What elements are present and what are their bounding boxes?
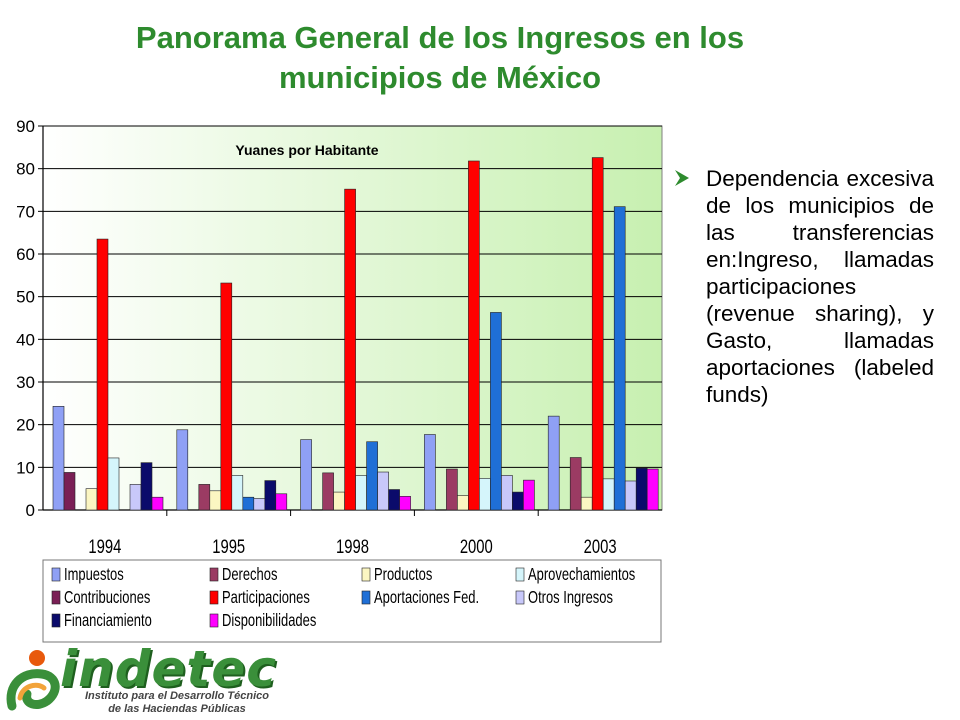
- y-tick-label: 0: [26, 501, 35, 520]
- bar-otros-ingresos-1995: [253, 498, 266, 511]
- logo-subtitle: Instituto para el Desarrollo Técnico de …: [62, 690, 292, 716]
- legend-label: Impuestos: [64, 565, 124, 585]
- logo-subtitle-line-1: Instituto para el Desarrollo Técnico: [85, 690, 269, 702]
- arrow-bullet-icon: [675, 170, 689, 186]
- x-tick-label: 1995: [212, 536, 245, 557]
- legend-label: Participaciones: [222, 588, 310, 608]
- bar-participaciones-2000: [468, 160, 480, 511]
- slide-title-line-2: municipios de México: [278, 60, 602, 95]
- bar-productos-1995: [209, 490, 222, 511]
- bar-aportaciones-fed--2003: [613, 206, 626, 511]
- bar-aprovechamientos-1995: [231, 475, 244, 511]
- bar-otros-ingresos-1998: [377, 471, 389, 511]
- bar-participaciones-2003: [591, 157, 604, 511]
- bar-aprovechamientos-2000: [479, 478, 491, 511]
- revenue-bar-chart: 0 10 20 30 40 50 60 70 80 90 Yuanes por Habitante 1…: [16, 117, 663, 643]
- bar-derechos-2003: [569, 457, 582, 511]
- bar-impuestos-1998: [300, 439, 312, 511]
- logo-subtitle-line-2: de las Haciendas Públicas: [108, 703, 246, 715]
- bar-impuestos-2003: [547, 415, 560, 511]
- legend-swatch: [515, 590, 525, 605]
- x-tick-label: 2000: [460, 536, 493, 557]
- bar-aprovechamientos-1998: [355, 475, 367, 511]
- x-tick-label: 1998: [336, 536, 369, 557]
- bar-aportaciones-fed--2000: [490, 312, 502, 511]
- bar-disponibilidades-2003: [646, 468, 659, 511]
- legend-swatch: [515, 567, 525, 582]
- bar-participaciones-1995: [220, 282, 233, 511]
- legend-label: Productos: [374, 565, 432, 585]
- bar-derechos-1998: [322, 472, 334, 511]
- legend-label: Contribuciones: [64, 588, 151, 608]
- bar-financiamiento-2003: [635, 467, 648, 511]
- bar-financiamiento-1994: [140, 462, 153, 511]
- legend-label: Aportaciones Fed.: [374, 588, 479, 608]
- bar-financiamiento-1995: [264, 480, 277, 511]
- bar-disponibilidades-1995: [275, 493, 288, 511]
- bar-contribuciones-1994: [63, 472, 76, 511]
- y-tick-label: 70: [16, 202, 35, 221]
- bar-impuestos-1995: [176, 429, 189, 511]
- bar-participaciones-1994: [96, 238, 109, 511]
- legend-swatch: [51, 590, 61, 605]
- bar-productos-2003: [580, 496, 593, 511]
- chart-title: Yuanes por Habitante: [235, 142, 378, 158]
- bar-impuestos-2000: [424, 434, 436, 511]
- indetec-logo: indetec Instituto para el Desarrollo Téc…: [0, 640, 290, 720]
- bar-aprovechamientos-2003: [602, 478, 615, 511]
- bar-otros-ingresos-1994: [129, 484, 142, 511]
- legend-box: [42, 559, 662, 643]
- bar-aportaciones-fed--1995: [242, 496, 255, 511]
- bullet-text: Dependencia excesiva de los municipios d…: [706, 166, 934, 407]
- bullet-point: Dependencia excesiva de los municipios d…: [672, 165, 934, 408]
- bar-derechos-2000: [446, 468, 458, 511]
- legend-label: Financiamiento: [64, 611, 152, 631]
- y-tick-label: 80: [16, 160, 35, 179]
- legend-swatch: [209, 590, 219, 605]
- slide-title-line-1: Panorama General de los Ingresos en los: [135, 20, 745, 55]
- legend-swatch: [51, 613, 61, 628]
- bar-disponibilidades-2000: [523, 479, 535, 511]
- bar-derechos-1995: [198, 484, 211, 511]
- y-tick-label: 90: [16, 117, 35, 136]
- legend-label: Aprovechamientos: [528, 565, 635, 585]
- y-tick-label: 60: [16, 245, 35, 264]
- bar-aprovechamientos-1994: [107, 457, 120, 511]
- bar-productos-1994: [85, 488, 98, 511]
- bar-disponibilidades-1998: [399, 496, 411, 511]
- bar-participaciones-1998: [344, 188, 356, 511]
- bar-aportaciones-fed--1998: [366, 441, 378, 511]
- bar-otros-ingresos-2000: [501, 475, 513, 511]
- y-tick-label: 40: [16, 330, 35, 349]
- x-tick-label: 2003: [584, 536, 617, 557]
- y-tick-label: 30: [16, 373, 35, 392]
- bar-productos-1998: [333, 491, 345, 511]
- y-tick-label: 50: [16, 288, 35, 307]
- logo-wordmark: indetec: [60, 640, 277, 698]
- bar-financiamiento-1998: [388, 489, 400, 511]
- legend-swatch: [361, 590, 371, 605]
- bar-impuestos-1994: [52, 406, 65, 511]
- y-tick-label: 20: [16, 416, 35, 435]
- legend-swatch: [209, 567, 219, 582]
- bar-financiamiento-2000: [512, 491, 524, 511]
- bar-productos-2000: [457, 495, 469, 511]
- legend-swatch: [361, 567, 371, 582]
- x-tick-label: 1994: [88, 536, 121, 557]
- legend-label: Otros Ingresos: [528, 588, 613, 608]
- legend-label: Disponibilidades: [222, 611, 316, 631]
- bar-disponibilidades-1994: [151, 496, 164, 511]
- y-tick-label: 10: [16, 458, 35, 477]
- legend-label: Derechos: [222, 565, 278, 585]
- bar-otros-ingresos-2003: [624, 480, 637, 511]
- slide-title: Panorama General de los Ingresos en los …: [60, 18, 820, 98]
- logo-swirl-icon: [6, 650, 60, 711]
- legend-swatch: [51, 567, 61, 582]
- legend-swatch: [209, 613, 219, 628]
